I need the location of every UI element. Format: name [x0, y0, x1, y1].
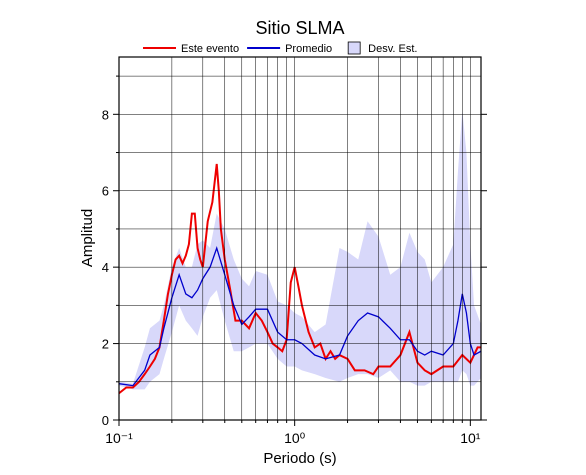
y-tick-label: 6: [102, 184, 109, 199]
plot-frame: [118, 56, 482, 421]
std-band: [119, 110, 481, 390]
x-tick-label: 10¹: [460, 430, 481, 446]
legend-label: Promedio: [285, 43, 332, 55]
x-axis-label: Periodo (s): [263, 450, 336, 467]
series-line: [119, 163, 481, 395]
x-tick-label: 10⁻¹: [105, 430, 133, 446]
legend-label: Desv. Est.: [368, 43, 417, 55]
legend-swatch: [347, 41, 361, 55]
x-tick-label: 10⁰: [284, 430, 306, 446]
y-axis-label: Amplitud: [79, 209, 96, 267]
y-tick-label: 8: [102, 107, 109, 122]
chart-title: Sitio SLMA: [255, 18, 344, 38]
y-tick-label: 4: [102, 260, 109, 275]
y-tick-label: 0: [102, 413, 109, 428]
legend-label: Este evento: [181, 43, 239, 55]
y-tick-label: 2: [102, 337, 109, 352]
